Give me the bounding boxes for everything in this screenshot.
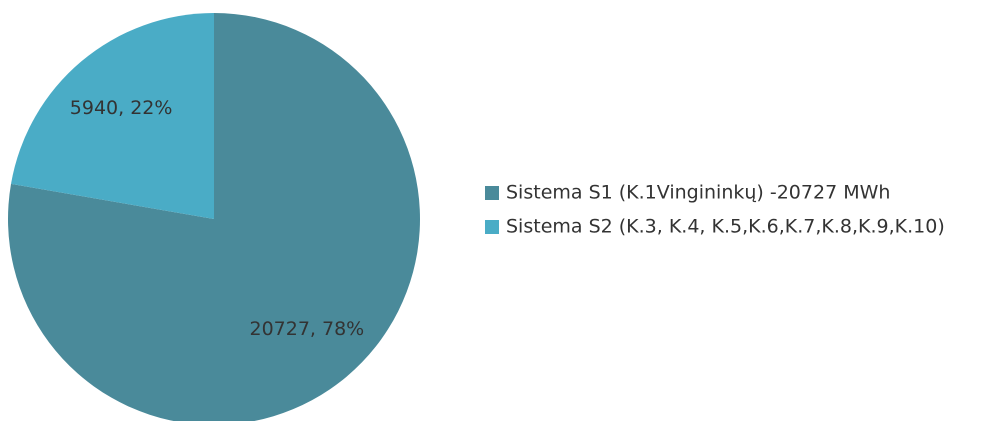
data-label: 20727, 78% — [249, 318, 364, 340]
pie-slice — [11, 13, 214, 219]
legend-swatch — [485, 220, 499, 234]
legend-label: Sistema S1 (K.1Vingininkų) -20727 MWh — [506, 182, 890, 204]
legend-label: Sistema S2 (K.3, K.4, K.5,K.6,K.7,K.8,K.… — [506, 216, 945, 238]
data-label: 5940, 22% — [70, 97, 173, 119]
legend-swatch — [485, 186, 499, 200]
pie-slice — [8, 13, 420, 421]
